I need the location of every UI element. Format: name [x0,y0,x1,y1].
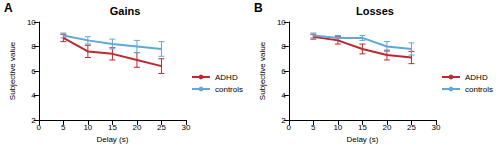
svg-text:10: 10 [83,123,92,132]
svg-text:15: 15 [358,123,367,132]
svg-text:30: 30 [432,123,441,132]
svg-text:0: 0 [287,123,292,132]
svg-text:5: 5 [61,123,66,132]
svg-text:ADHD: ADHD [215,73,238,82]
svg-text:20: 20 [382,123,391,132]
svg-text:8: 8 [31,42,36,51]
svg-text:4: 4 [281,91,286,100]
svg-text:Delay (s): Delay (s) [96,135,128,144]
svg-text:ADHD: ADHD [465,73,488,82]
svg-text:10: 10 [277,18,286,27]
svg-text:A: A [4,1,13,15]
svg-text:Subjective value: Subjective value [258,41,267,100]
svg-text:2: 2 [31,115,36,125]
svg-text:Subjective value: Subjective value [8,41,17,100]
svg-text:controls: controls [465,85,493,94]
svg-text:controls: controls [215,85,243,94]
svg-text:Delay (s): Delay (s) [346,135,378,144]
svg-text:2: 2 [281,115,286,125]
svg-text:30: 30 [182,123,191,132]
svg-text:B: B [254,1,263,15]
svg-text:5: 5 [311,123,316,132]
svg-text:Losses: Losses [356,5,394,17]
svg-text:6: 6 [31,67,36,76]
svg-text:6: 6 [281,67,286,76]
svg-text:4: 4 [31,91,36,100]
svg-text:20: 20 [132,123,141,132]
svg-text:15: 15 [108,123,117,132]
svg-text:0: 0 [37,123,42,132]
svg-text:10: 10 [333,123,342,132]
svg-text:25: 25 [407,123,416,132]
svg-text:Gains: Gains [110,5,141,17]
svg-text:8: 8 [281,42,286,51]
svg-text:10: 10 [27,18,36,27]
svg-text:25: 25 [157,123,166,132]
